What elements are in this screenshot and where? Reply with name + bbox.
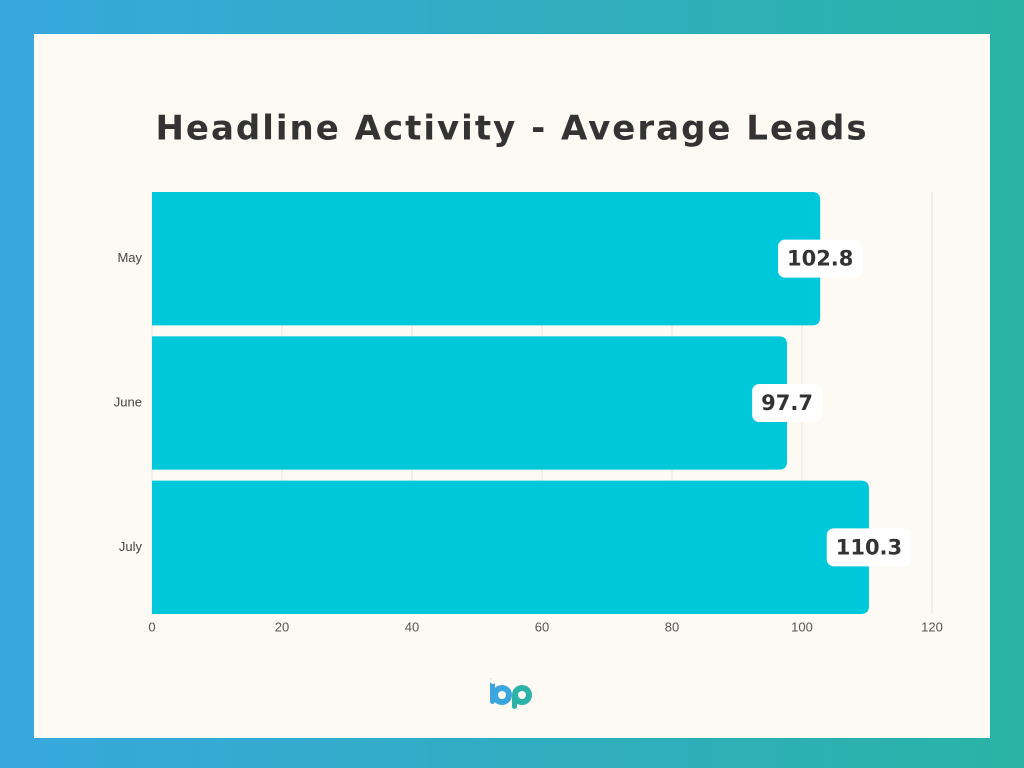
y-tick-label: June xyxy=(114,394,142,409)
x-tick-label: 100 xyxy=(791,619,813,634)
bar xyxy=(152,192,821,326)
value-label-box xyxy=(826,528,912,567)
y-tick-label: May xyxy=(117,250,142,265)
y-tick-label: July xyxy=(119,539,143,554)
x-tick-label: 40 xyxy=(405,619,419,634)
x-tick-label: 80 xyxy=(665,619,679,634)
plot: 0 20 40 60 80 100 120 May 102.8 June 97.7 July 110.3 xyxy=(114,192,943,634)
x-tick-label: 120 xyxy=(921,619,943,634)
value-label: 97.7 xyxy=(761,391,813,415)
x-tick-label: 0 xyxy=(148,619,155,634)
x-tick-label: 20 xyxy=(275,619,289,634)
x-tick-label: 60 xyxy=(535,619,549,634)
value-label-box xyxy=(752,384,822,422)
value-label-box xyxy=(777,239,863,278)
value-label: 102.8 xyxy=(787,247,853,271)
value-label: 110.3 xyxy=(836,535,902,559)
bar xyxy=(152,480,869,614)
bar xyxy=(152,336,788,470)
logo xyxy=(490,678,532,709)
chart-title: Headline Activity - Average Leads xyxy=(155,109,868,149)
